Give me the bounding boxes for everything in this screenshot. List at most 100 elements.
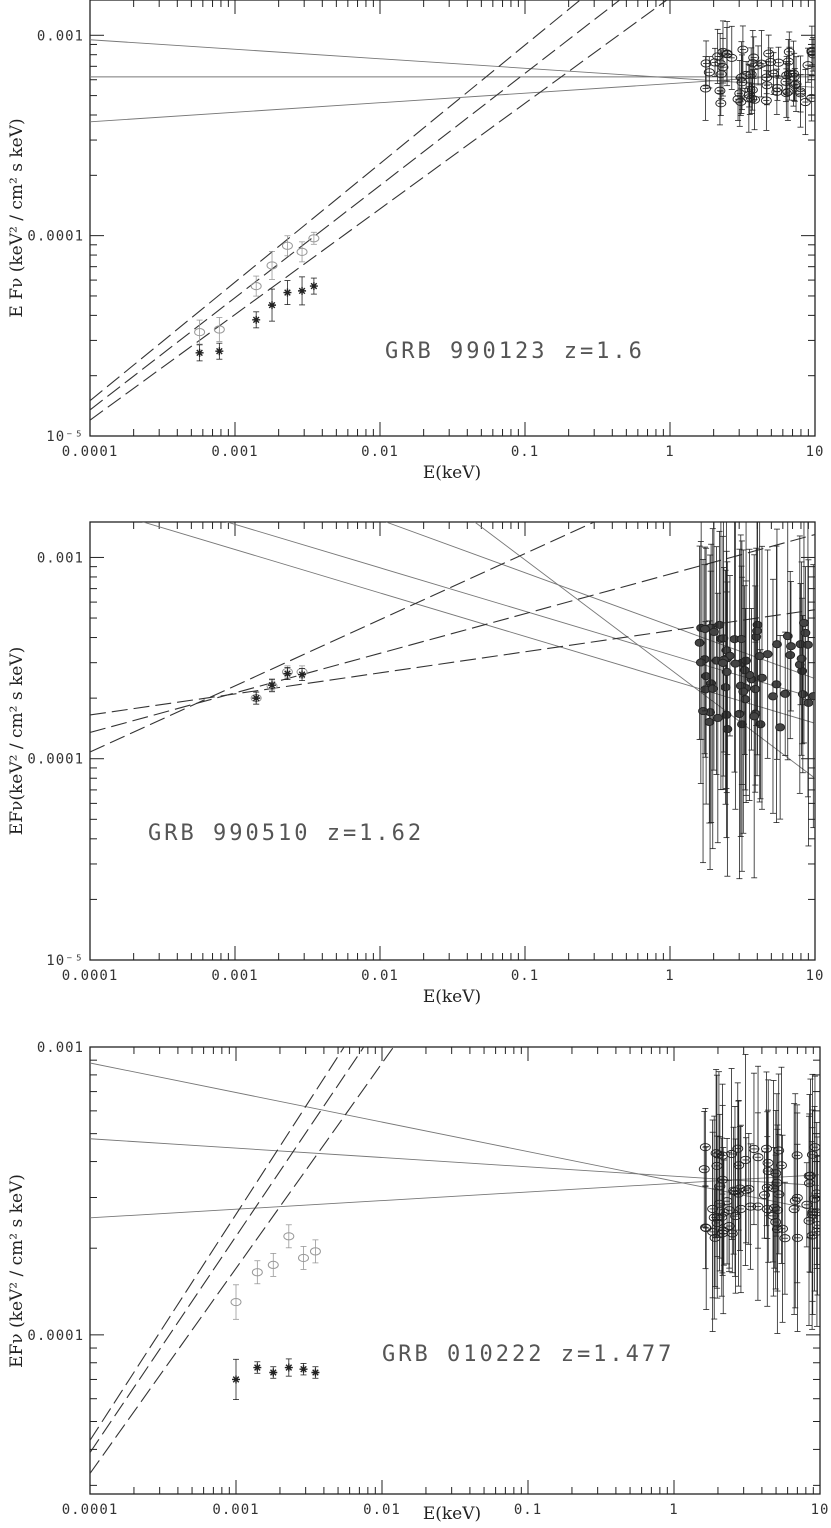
x-tick-label: 0.001 [212,1502,259,1518]
grb-annotation: GRB 990123 z=1.6 [385,339,645,364]
filled-circle-marker [803,698,814,707]
solid-model-line [225,522,815,699]
star-marker [252,694,261,703]
open-circle-marker [781,71,793,80]
filled-circle-marker [768,692,778,701]
open-circle-marker [309,1247,321,1256]
dashed-model-line [90,1047,345,1441]
star-marker [268,301,277,310]
filled-circle-marker [797,690,808,699]
open-circle-marker [732,1189,744,1198]
star-marker [298,286,307,295]
y-tick-label: 0.001 [37,1040,84,1056]
dashed-model-line [90,1047,365,1453]
open-circle-marker [795,87,806,96]
filled-circle-marker [739,666,750,675]
grb-annotation: GRB 010222 z=1.477 [382,1342,674,1367]
open-circle-marker [779,1234,791,1243]
model-lines [90,0,815,421]
open-circle-marker [194,328,206,337]
solid-model-line [385,522,815,680]
star-marker [298,670,307,679]
open-circle-marker [283,1232,295,1241]
filled-circle-marker [700,624,710,634]
open-circle-marker [250,281,262,291]
open-circle-marker [756,59,768,68]
axis-ticks: 0.0001 0.001 0.01 0.1 1 10 0.0001 0.001 [27,1040,830,1518]
x-tick-label: 10 [811,1502,830,1518]
data-points [194,20,815,362]
x-tick-label: 10 [806,968,825,984]
filled-circle-marker [785,651,796,660]
filled-circle-marker [802,640,813,649]
filled-circle-marker [708,627,719,636]
filled-circle-marker [749,712,760,721]
open-circle-marker [717,1151,729,1160]
x-tick-label: 0.0001 [62,1502,119,1518]
x-tick-label: 0.01 [363,1502,401,1518]
x-tick-label: 0.0001 [62,444,119,460]
y-tick-label: 10⁻⁵ [46,953,84,969]
filled-circle-marker [772,640,782,649]
filled-circle-marker [800,628,811,637]
filled-circle-marker [808,692,815,701]
open-circle-marker [251,1268,263,1277]
x-tick-label: 1 [669,1502,678,1518]
y-tick-label: 0.0001 [27,752,84,768]
x-tick-label: 0.001 [211,968,258,984]
open-circle-marker [806,1150,818,1159]
star-marker [232,1375,240,1384]
data-points [230,1053,820,1400]
star-marker [215,347,224,356]
dashed-model-line [90,533,815,734]
open-circle-marker [296,247,308,256]
filled-circle-marker [757,673,767,682]
solid-model-line [474,522,815,779]
open-circle-marker [732,1144,744,1153]
open-circle-marker [761,1144,772,1153]
star-marker [252,315,261,324]
star-marker [284,1363,293,1372]
open-circle-marker [784,69,795,78]
x-tick-label: 0.01 [361,444,399,460]
data-points [250,522,815,880]
filled-circle-marker [712,713,723,723]
open-circle-marker [809,1143,820,1152]
y-tick-label: 0.0001 [27,229,84,245]
open-circle-marker [230,1297,242,1307]
open-circle-marker [748,53,760,62]
open-circle-marker [735,97,747,106]
filled-circle-marker [738,687,749,696]
x-axis-label: E(keV) [423,987,481,1007]
open-circle-marker [730,1212,742,1221]
star-marker [311,1368,320,1377]
y-axis-label: EFν (keV² / cm² s keV) [7,1174,27,1368]
dashed-model-line [90,0,581,402]
open-circle-marker [308,234,320,243]
open-circle-marker [770,1217,782,1227]
open-circle-marker [736,78,748,87]
filled-circle-marker [734,709,745,718]
filled-circle-marker [718,658,728,667]
open-circle-marker [700,84,711,93]
open-circle-marker [806,93,815,103]
x-tick-label: 0.1 [514,1502,542,1518]
open-circle-marker [711,1218,723,1227]
open-circle-marker [298,1253,310,1263]
solid-model-line [90,1062,820,1212]
open-circle-marker [790,80,802,89]
filled-circle-marker [695,658,706,667]
open-circle-marker [717,1226,729,1235]
open-circle-marker [767,1211,779,1220]
plot-frame [89,0,816,437]
dashed-model-line [90,522,595,753]
open-circle-marker [768,69,779,78]
filled-circle-marker [707,684,718,693]
dashed-model-line [90,1047,395,1474]
y-tick-label: 0.001 [37,28,84,44]
open-circle-marker [780,77,792,86]
x-tick-label: 0.01 [361,968,399,984]
x-tick-label: 10 [806,444,825,460]
